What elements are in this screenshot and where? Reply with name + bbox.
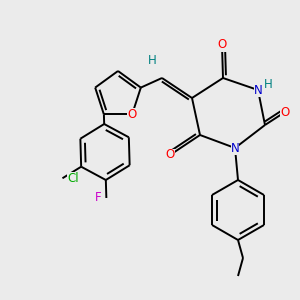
Text: H: H [148, 53, 156, 67]
Text: N: N [254, 83, 262, 97]
Text: N: N [231, 142, 239, 154]
Text: O: O [165, 148, 175, 161]
Text: O: O [218, 38, 226, 52]
Text: F: F [95, 191, 101, 205]
Text: Cl: Cl [68, 172, 79, 185]
Text: O: O [280, 106, 290, 118]
Text: O: O [128, 108, 137, 121]
Text: H: H [264, 79, 272, 92]
